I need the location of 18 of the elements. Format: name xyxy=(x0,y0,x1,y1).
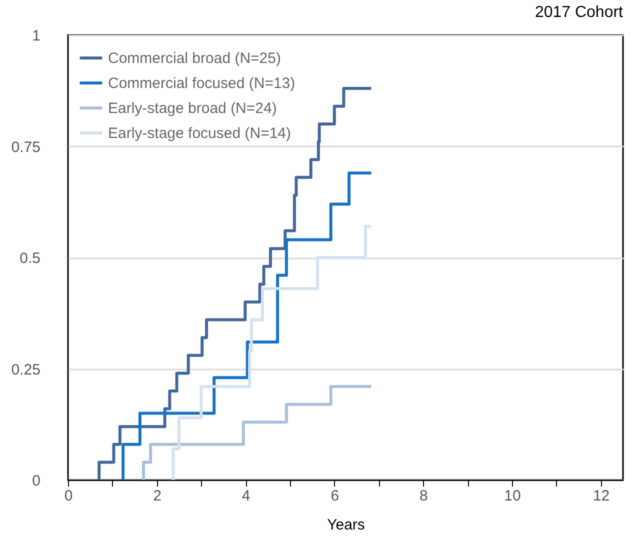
legend-label: Early-stage broad (N=24) xyxy=(108,100,277,117)
x-tick-label: 8 xyxy=(420,488,428,504)
y-tick-label: 0.75 xyxy=(11,138,40,156)
x-tick-label: 6 xyxy=(330,488,340,504)
x-tick-label: 0 xyxy=(64,488,73,504)
y-tick-label: 0.25 xyxy=(11,361,40,378)
y-tick-label: 0 xyxy=(32,472,40,490)
legend-label: Commercial broad (N=25) xyxy=(108,50,281,67)
legend-label: Commercial focused (N=13) xyxy=(108,75,296,92)
chart-title: 2017 Cohort xyxy=(534,4,624,21)
y-tick-label: 1 xyxy=(32,28,40,44)
x-tick-label: 12 xyxy=(592,488,610,504)
x-tick-label: 2 xyxy=(153,488,162,504)
legend-label: Early-stage focused (N=14) xyxy=(108,125,292,142)
y-tick-label: 0.5 xyxy=(20,250,40,267)
x-tick-label: 10 xyxy=(504,488,521,504)
x-tick-label: 4 xyxy=(242,488,250,504)
x-axis-title: Years xyxy=(327,516,365,534)
